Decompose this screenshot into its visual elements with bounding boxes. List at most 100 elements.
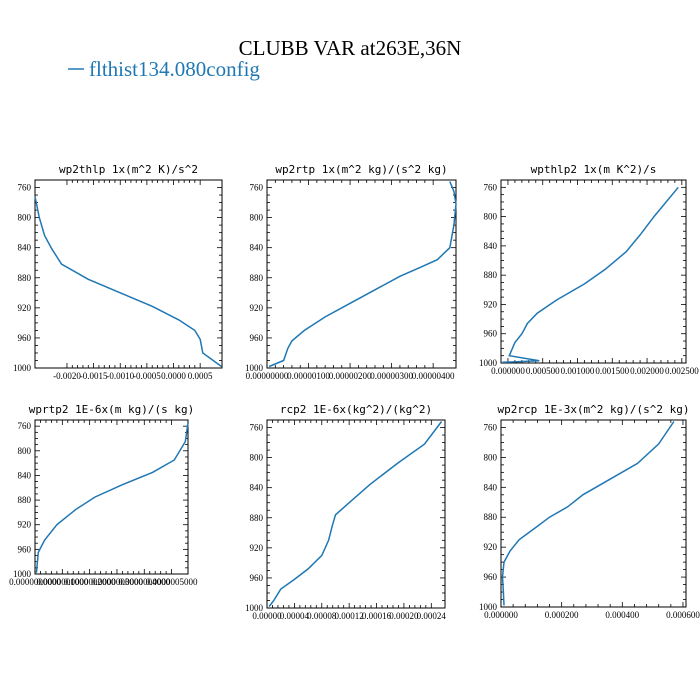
y-tick-label: 960 [250, 573, 264, 583]
x-tick-label: 0.000200 [545, 610, 579, 620]
series-line [502, 186, 679, 364]
y-tick-label: 880 [250, 273, 264, 283]
x-tick-label: 0.001500 [595, 366, 629, 376]
x-tick-label: 0.00000000 [246, 371, 289, 381]
x-tick-label: 0.00016 [362, 611, 392, 621]
series-line [34, 196, 222, 368]
x-tick-label: -0.0020 [53, 371, 81, 381]
y-tick-label: 800 [18, 213, 32, 223]
y-tick-label: 880 [484, 270, 498, 280]
x-tick-label: 0.0000000000 [9, 577, 61, 587]
y-tick-label: 840 [484, 482, 498, 492]
y-tick-label: 920 [484, 542, 498, 552]
y-tick-label: 1000 [13, 569, 32, 579]
x-tick-label: 0.0000004000 [118, 577, 170, 587]
x-tick-label: 0.00020 [389, 611, 419, 621]
x-tick-label: 0.0000001000 [36, 577, 88, 587]
axes-frame [266, 419, 446, 609]
y-tick-label: 960 [18, 333, 32, 343]
axes-frame [266, 179, 457, 369]
x-tick-label: 0.002000 [630, 366, 664, 376]
axes-frame [500, 179, 687, 364]
x-tick-label: 0.00000400 [412, 371, 455, 381]
series-line [268, 421, 443, 607]
panel-title: wprtp2 1E-6x(m kg)/(s kg) [29, 403, 195, 416]
y-tick-label: 960 [18, 544, 32, 554]
y-tick-label: 760 [484, 182, 498, 192]
series-line [35, 422, 189, 573]
series-line [268, 181, 457, 368]
x-tick-label: 0.00012 [335, 611, 364, 621]
x-tick-label: 0.000000 [484, 610, 518, 620]
y-tick-label: 800 [250, 453, 264, 463]
x-tick-label: 0.002500 [665, 366, 699, 376]
x-tick-label: 0.00008 [307, 611, 337, 621]
panel-title: wp2rcp 1E-3x(m^2 kg)/(s^2 kg) [497, 403, 689, 416]
axes-frame [34, 179, 223, 369]
x-tick-label: 0.000000 [491, 366, 525, 376]
x-tick-label: 0.0000005000 [146, 577, 198, 587]
panel-5: rcp2 1E-6x(kg^2)/(kg^2) 760 800 840 880 920 96… [245, 403, 446, 621]
y-tick-label: 760 [250, 423, 264, 433]
y-tick-label: 840 [250, 483, 264, 493]
y-tick-label: 1000 [245, 603, 264, 613]
panel-title: wp2thlp 1x(m^2 K)/s^2 [59, 163, 198, 176]
panel-2: wp2rtp 1x(m^2 kg)/(s^2 kg) 760 800 840 880 92… [245, 163, 457, 381]
y-tick-label: 1000 [479, 358, 498, 368]
legend-label: flthist134.080config [89, 57, 260, 81]
y-tick-label: 760 [18, 183, 32, 193]
x-tick-label: -0.0005 [133, 371, 161, 381]
x-tick-label: 0.001000 [561, 366, 595, 376]
axes-frame [500, 419, 687, 608]
x-tick-label: 0.000400 [605, 610, 639, 620]
panel-title: rcp2 1E-6x(kg^2)/(kg^2) [280, 403, 432, 416]
x-tick-label: 0.0000 [161, 371, 186, 381]
y-tick-label: 960 [484, 572, 498, 582]
y-tick-label: 840 [250, 243, 264, 253]
x-tick-label: 0.00000300 [370, 371, 413, 381]
y-tick-label: 840 [484, 241, 498, 251]
x-tick-label: 0.00024 [417, 611, 447, 621]
panels-group: wp2thlp 1x(m^2 K)/s^2 760 800 840 880 920 960 1… [9, 163, 700, 621]
panel-6: wp2rcp 1E-3x(m^2 kg)/(s^2 kg) 760 800 840 88… [479, 403, 700, 620]
y-tick-label: 760 [18, 421, 32, 431]
x-tick-label: 0.000500 [526, 366, 560, 376]
panel-title: wpthlp2 1x(m K^2)/s [531, 163, 657, 176]
x-tick-label: 0.0000003000 [91, 577, 143, 587]
x-tick-label: -0.0010 [106, 371, 134, 381]
axes-frame [34, 419, 189, 575]
y-tick-label: 1000 [245, 363, 264, 373]
y-tick-label: 920 [250, 303, 264, 313]
panel-title: wp2rtp 1x(m^2 kg)/(s^2 kg) [275, 163, 447, 176]
y-tick-label: 840 [18, 470, 32, 480]
series-line [501, 421, 675, 606]
y-tick-label: 840 [18, 243, 32, 253]
y-tick-label: 920 [484, 299, 498, 309]
x-tick-label: 0.00000200 [329, 371, 372, 381]
y-tick-label: 800 [484, 212, 498, 222]
panel-3: wpthlp2 1x(m K^2)/s 760 800 840 880 920 960 100… [479, 163, 699, 376]
x-tick-label: -0.0015 [80, 371, 108, 381]
y-tick-label: 880 [18, 495, 32, 505]
y-tick-label: 960 [484, 329, 498, 339]
x-tick-label: 0.00000 [252, 611, 282, 621]
panel-1: wp2thlp 1x(m^2 K)/s^2 760 800 840 880 920 960 1… [13, 163, 223, 381]
y-tick-label: 880 [250, 513, 264, 523]
y-tick-label: 800 [250, 213, 264, 223]
x-tick-label: 0.0005 [188, 371, 213, 381]
x-tick-label: 0.00000100 [287, 371, 330, 381]
y-tick-label: 880 [18, 273, 32, 283]
x-tick-label: 0.00004 [280, 611, 310, 621]
y-tick-label: 920 [250, 543, 264, 553]
figure-title: CLUBB VAR at263E,36N [239, 36, 462, 60]
y-tick-label: 920 [18, 303, 32, 313]
panel-4: wprtp2 1E-6x(m kg)/(s kg) 760 800 840 880 920… [9, 403, 198, 587]
y-tick-label: 1000 [479, 602, 498, 612]
y-tick-label: 1000 [13, 363, 32, 373]
y-tick-label: 880 [484, 512, 498, 522]
y-tick-label: 800 [18, 446, 32, 456]
y-tick-label: 800 [484, 452, 498, 462]
x-tick-label: 0.000600 [666, 610, 700, 620]
y-tick-label: 760 [250, 183, 264, 193]
